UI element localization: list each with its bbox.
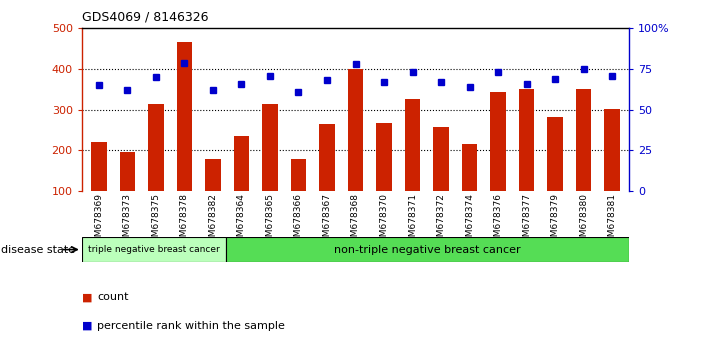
Text: GSM678380: GSM678380 xyxy=(579,193,588,249)
Bar xyxy=(576,89,592,232)
Bar xyxy=(291,159,306,232)
Bar xyxy=(148,104,164,232)
Bar xyxy=(405,99,420,232)
Text: percentile rank within the sample: percentile rank within the sample xyxy=(97,321,285,331)
Text: GSM678371: GSM678371 xyxy=(408,193,417,249)
Bar xyxy=(234,136,250,232)
Text: GSM678381: GSM678381 xyxy=(608,193,616,249)
Bar xyxy=(604,109,620,232)
Bar xyxy=(262,104,278,232)
Text: count: count xyxy=(97,292,129,302)
Text: GSM678373: GSM678373 xyxy=(123,193,132,249)
Bar xyxy=(82,237,226,262)
Bar xyxy=(461,144,477,232)
Text: GSM678364: GSM678364 xyxy=(237,193,246,249)
Bar xyxy=(547,117,563,232)
Text: GSM678367: GSM678367 xyxy=(323,193,331,249)
Text: GSM678372: GSM678372 xyxy=(437,193,446,249)
Bar xyxy=(91,142,107,232)
Bar xyxy=(119,152,135,232)
Text: GSM678376: GSM678376 xyxy=(493,193,503,249)
Bar xyxy=(205,159,221,232)
Text: GSM678370: GSM678370 xyxy=(380,193,388,249)
Text: ■: ■ xyxy=(82,321,92,331)
Text: triple negative breast cancer: triple negative breast cancer xyxy=(88,245,220,254)
Text: GSM678377: GSM678377 xyxy=(522,193,531,249)
Bar xyxy=(376,123,392,232)
Text: GSM678374: GSM678374 xyxy=(465,193,474,249)
Text: GSM678369: GSM678369 xyxy=(95,193,103,249)
Bar xyxy=(519,89,535,232)
Bar xyxy=(348,69,363,232)
Bar xyxy=(490,92,506,232)
Bar xyxy=(433,127,449,232)
Bar xyxy=(319,124,335,232)
Text: GSM678366: GSM678366 xyxy=(294,193,303,249)
Text: GDS4069 / 8146326: GDS4069 / 8146326 xyxy=(82,11,208,24)
Text: disease state: disease state xyxy=(1,245,75,255)
Text: ■: ■ xyxy=(82,292,92,302)
Text: GSM678379: GSM678379 xyxy=(550,193,560,249)
Text: GSM678368: GSM678368 xyxy=(351,193,360,249)
Bar xyxy=(176,42,192,232)
Text: non-triple negative breast cancer: non-triple negative breast cancer xyxy=(334,245,521,255)
Text: GSM678378: GSM678378 xyxy=(180,193,189,249)
Text: GSM678375: GSM678375 xyxy=(151,193,161,249)
Bar xyxy=(226,237,629,262)
Text: GSM678382: GSM678382 xyxy=(208,193,218,249)
Text: GSM678365: GSM678365 xyxy=(265,193,274,249)
